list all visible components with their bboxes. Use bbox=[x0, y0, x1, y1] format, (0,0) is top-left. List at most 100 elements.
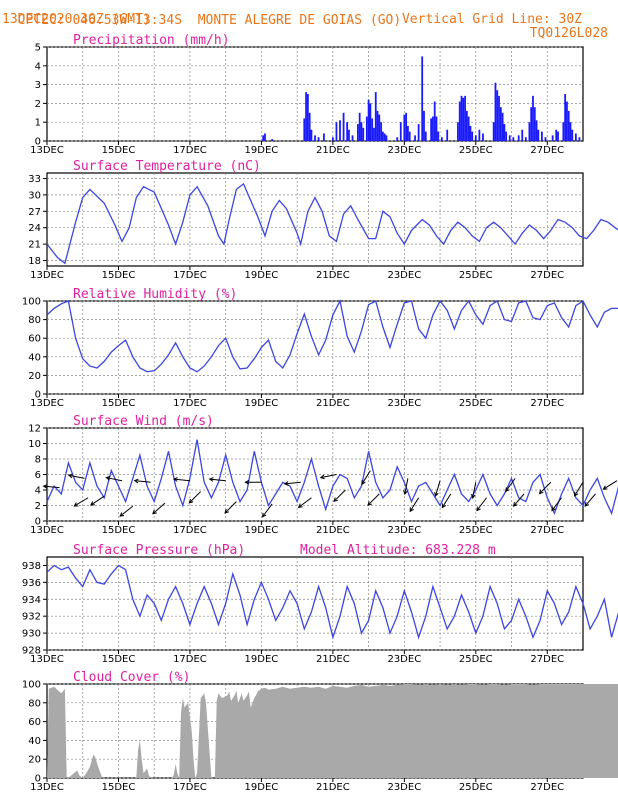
precip-bar bbox=[314, 135, 316, 141]
wind-arrow bbox=[172, 477, 190, 482]
wind-arrow-head bbox=[573, 491, 579, 497]
precip-bar bbox=[423, 110, 425, 141]
y-tick-label: 930 bbox=[22, 629, 41, 640]
precip-bar bbox=[467, 116, 470, 141]
x-tick-label: 27DEC bbox=[530, 654, 564, 665]
x-tick-label: 15DEC bbox=[102, 398, 136, 409]
wind-arrow-head bbox=[367, 501, 372, 506]
y-tick-label: 20 bbox=[28, 371, 41, 382]
x-tick-label: 17DEC bbox=[173, 145, 207, 156]
precip-bar bbox=[382, 131, 384, 141]
wind-arrow bbox=[505, 478, 516, 493]
precip-bar bbox=[498, 95, 500, 141]
precip-bar bbox=[508, 135, 511, 141]
wind-arrow-shaft bbox=[404, 478, 409, 495]
x-tick-label: 27DEC bbox=[530, 270, 564, 281]
wind-arrow-shaft bbox=[574, 481, 584, 497]
x-tick-label: 23DEC bbox=[387, 654, 421, 665]
precip-bar bbox=[262, 135, 265, 141]
y-tick-label: 5 bbox=[35, 43, 41, 54]
wind-arrow-head bbox=[538, 489, 544, 495]
precip-bar bbox=[492, 122, 495, 141]
x-tick-label: 21DEC bbox=[316, 270, 350, 281]
precip-bar bbox=[555, 129, 558, 141]
panel-title: Cloud Cover (%) bbox=[73, 670, 190, 685]
precip-bar bbox=[380, 122, 382, 141]
y-tick-label: 6 bbox=[35, 470, 41, 481]
wind-arrow-shaft bbox=[43, 485, 60, 489]
wind-arrow-shaft bbox=[505, 478, 516, 492]
series-line bbox=[46, 299, 618, 373]
precip-bar bbox=[496, 90, 499, 141]
y-tick-label: 0 bbox=[35, 390, 41, 401]
precip-bar bbox=[405, 112, 408, 141]
wind-arrow-shaft bbox=[333, 489, 346, 502]
panel-5: 0 20 40 60 80 100 13DEC 15DEC 17DEC 19DEC 21DEC 23D… bbox=[22, 670, 618, 793]
wind-arrow-shaft bbox=[106, 477, 123, 482]
wind-arrow-shaft bbox=[434, 480, 441, 497]
x-tick-label: 15DEC bbox=[102, 145, 136, 156]
x-tick-label: 25DEC bbox=[459, 145, 493, 156]
wind-arrow-head bbox=[409, 507, 414, 513]
wind-arrow-head bbox=[244, 479, 250, 485]
precip-bar bbox=[339, 120, 341, 141]
wind-arrow bbox=[105, 475, 123, 482]
wind-arrow-head bbox=[283, 481, 289, 486]
wind-arrow-head bbox=[602, 485, 608, 490]
x-tick-label: 13DEC bbox=[30, 654, 64, 665]
wind-arrow bbox=[538, 481, 552, 495]
wind-arrow-head bbox=[42, 484, 48, 489]
wind-arrow bbox=[512, 493, 525, 507]
x-tick-label: 13DEC bbox=[30, 782, 64, 793]
panel-title: Relative Humidity (%) bbox=[73, 287, 237, 302]
x-tick-label: 25DEC bbox=[459, 782, 493, 793]
wind-arrow bbox=[73, 497, 89, 507]
precip-bar bbox=[464, 95, 466, 141]
wind-arrow-head bbox=[512, 502, 518, 507]
wind-arrow-shaft bbox=[74, 497, 89, 507]
wind-arrow bbox=[367, 493, 380, 506]
y-tick-label: 928 bbox=[22, 646, 41, 657]
precip-bar bbox=[369, 103, 372, 141]
precip-bar bbox=[374, 92, 377, 141]
x-tick-label: 13DEC bbox=[30, 145, 64, 156]
wind-arrow-shaft bbox=[262, 503, 273, 518]
wind-arrow-head bbox=[584, 502, 590, 507]
panel-frame bbox=[46, 556, 584, 651]
wind-arrow-head bbox=[224, 508, 230, 514]
y-tick-label: 936 bbox=[22, 578, 41, 589]
x-tick-label: 17DEC bbox=[173, 525, 207, 536]
wind-arrow-head bbox=[73, 502, 79, 507]
precip-bar bbox=[271, 139, 274, 141]
precip-bar bbox=[351, 135, 354, 141]
precip-bar bbox=[365, 116, 368, 141]
wind-arrow bbox=[283, 481, 301, 486]
precip-bar bbox=[305, 92, 307, 141]
precip-bar bbox=[562, 122, 565, 141]
wind-arrow-shaft bbox=[476, 497, 487, 511]
precip-bar bbox=[310, 129, 313, 141]
x-tick-label: 27DEC bbox=[530, 525, 564, 536]
header-model-id: TQ0126L028 bbox=[529, 26, 608, 41]
precip-bar bbox=[465, 110, 468, 141]
wind-arrow bbox=[409, 497, 420, 513]
wind-arrow-head bbox=[551, 506, 556, 512]
wind-arrow-shaft bbox=[367, 493, 380, 506]
precip-bar bbox=[385, 135, 388, 141]
x-tick-label: 21DEC bbox=[316, 398, 350, 409]
x-tick-label: 19DEC bbox=[245, 270, 279, 281]
wind-arrow-shaft bbox=[584, 493, 596, 507]
x-tick-label: 15DEC bbox=[102, 525, 136, 536]
precip-bar bbox=[521, 129, 524, 141]
x-tick-label: 25DEC bbox=[459, 525, 493, 536]
y-tick-label: 938 bbox=[22, 561, 41, 572]
wind-arrow-head bbox=[403, 490, 408, 496]
wind-arrow bbox=[188, 491, 202, 504]
y-tick-label: 10 bbox=[28, 439, 41, 450]
wind-arrow-shaft bbox=[298, 497, 312, 508]
wind-arrow bbox=[152, 502, 166, 515]
x-tick-label: 27DEC bbox=[530, 782, 564, 793]
precip-bar bbox=[469, 125, 472, 141]
precip-bar bbox=[528, 122, 531, 141]
